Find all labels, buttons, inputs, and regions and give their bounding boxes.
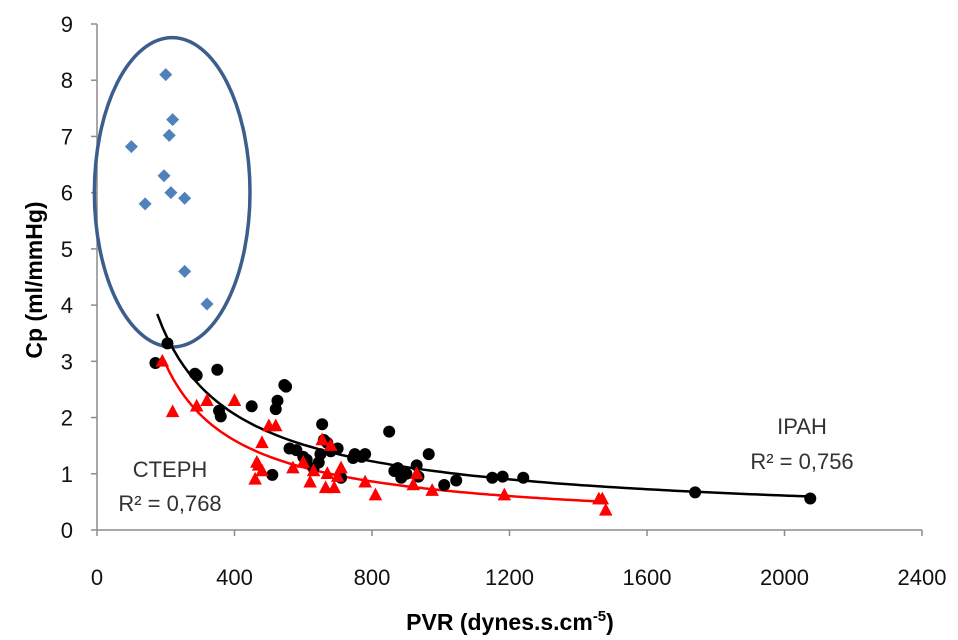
ipah-point — [517, 471, 530, 484]
x-tick-label: 0 — [91, 565, 103, 590]
ipah-point — [391, 462, 404, 475]
y-tick-label: 5 — [61, 237, 73, 262]
diamond-point — [164, 186, 178, 200]
cteph-point — [286, 460, 300, 474]
cteph-point — [409, 466, 424, 480]
cteph-point — [255, 435, 269, 449]
cteph-point — [599, 502, 613, 516]
diamond-point — [138, 197, 152, 211]
ipah-point — [316, 418, 329, 431]
ipah-point — [496, 470, 509, 483]
diamond-point — [178, 264, 192, 278]
ipah-point — [245, 400, 258, 413]
ipah-point — [689, 486, 702, 499]
cteph-point — [595, 491, 610, 505]
x-tick-label: 2400 — [898, 565, 947, 590]
cteph-point — [155, 353, 170, 367]
ipah-label: IPAH — [777, 414, 827, 439]
cteph-point — [368, 487, 383, 501]
cteph-point — [248, 471, 262, 485]
cteph-point — [189, 398, 204, 412]
ipah-point — [190, 369, 203, 382]
x-tick-label: 1200 — [485, 565, 534, 590]
diamond-point — [166, 113, 180, 127]
ipah-point — [214, 410, 227, 423]
x-tick-label: 2000 — [760, 565, 809, 590]
cteph-r2-label: R² = 0,768 — [118, 491, 221, 516]
cteph-point — [306, 463, 321, 477]
x-tick-label: 800 — [354, 565, 391, 590]
ipah-point — [359, 448, 372, 461]
y-axis-ticks: 0 1 2 3 4 5 6 7 8 9 — [61, 12, 97, 543]
cteph-point — [320, 466, 335, 480]
ipah-point — [400, 467, 413, 480]
y-tick-label: 9 — [61, 12, 73, 37]
ipah-point — [266, 468, 279, 481]
y-tick-label: 6 — [61, 181, 73, 206]
ipah-point — [211, 363, 224, 376]
x-tick-label: 400 — [216, 565, 253, 590]
y-tick-label: 3 — [61, 349, 73, 374]
ipah-point — [383, 425, 396, 438]
diamond-point — [178, 191, 192, 205]
diamond-point — [124, 140, 138, 154]
ipah-point — [422, 448, 435, 461]
y-tick-label: 8 — [61, 68, 73, 93]
diamond-point — [159, 68, 173, 82]
ipah-point — [410, 459, 423, 472]
cteph-point — [255, 463, 269, 477]
ipah-point — [271, 394, 284, 407]
cteph-point — [303, 474, 317, 488]
cteph-point — [227, 393, 242, 406]
ipah-point — [314, 448, 327, 461]
cteph-point — [358, 474, 372, 488]
diamond-point — [162, 128, 176, 142]
diamond-point — [157, 169, 171, 183]
data-points — [124, 68, 817, 516]
ipah-point — [450, 474, 463, 487]
ipah-point — [280, 380, 293, 393]
plot-area: 0 1 2 3 4 5 6 7 8 9 0 400 800 1200 1600 2000 2400 — [61, 12, 947, 590]
cteph-trendline — [161, 356, 599, 503]
x-axis-ticks: 0 400 800 1200 1600 2000 2400 — [91, 530, 947, 590]
y-axis-title: Cp (ml/mmHg) — [21, 201, 47, 358]
diamond-point — [200, 297, 214, 311]
ipah-point — [804, 492, 817, 505]
cteph-point — [497, 487, 512, 501]
cteph-point — [269, 418, 283, 432]
cteph-point — [200, 393, 214, 406]
y-tick-label: 1 — [61, 462, 73, 487]
cteph-point — [327, 480, 341, 494]
cteph-point — [165, 404, 180, 418]
cteph-point — [318, 480, 333, 494]
cteph-point — [334, 460, 348, 474]
x-axis-title: PVR (dynes.s.cm-5) — [406, 608, 614, 635]
y-tick-label: 0 — [61, 518, 73, 543]
y-tick-label: 4 — [61, 293, 73, 318]
cteph-point — [324, 438, 338, 451]
ipah-point — [486, 471, 499, 484]
cteph-label: CTEPH — [133, 457, 208, 482]
ipah-point — [438, 479, 451, 492]
x-tick-label: 1600 — [623, 565, 672, 590]
y-tick-label: 2 — [61, 406, 73, 431]
ipah-r2-label: R² = 0,756 — [750, 449, 853, 474]
cteph-point — [315, 432, 329, 446]
cteph-point — [330, 469, 345, 482]
ipah-point — [331, 442, 344, 455]
ipah-point — [161, 337, 174, 350]
cteph-point — [425, 483, 439, 496]
cteph-point — [296, 455, 310, 468]
cteph-point — [406, 477, 420, 491]
y-tick-label: 7 — [61, 124, 73, 149]
